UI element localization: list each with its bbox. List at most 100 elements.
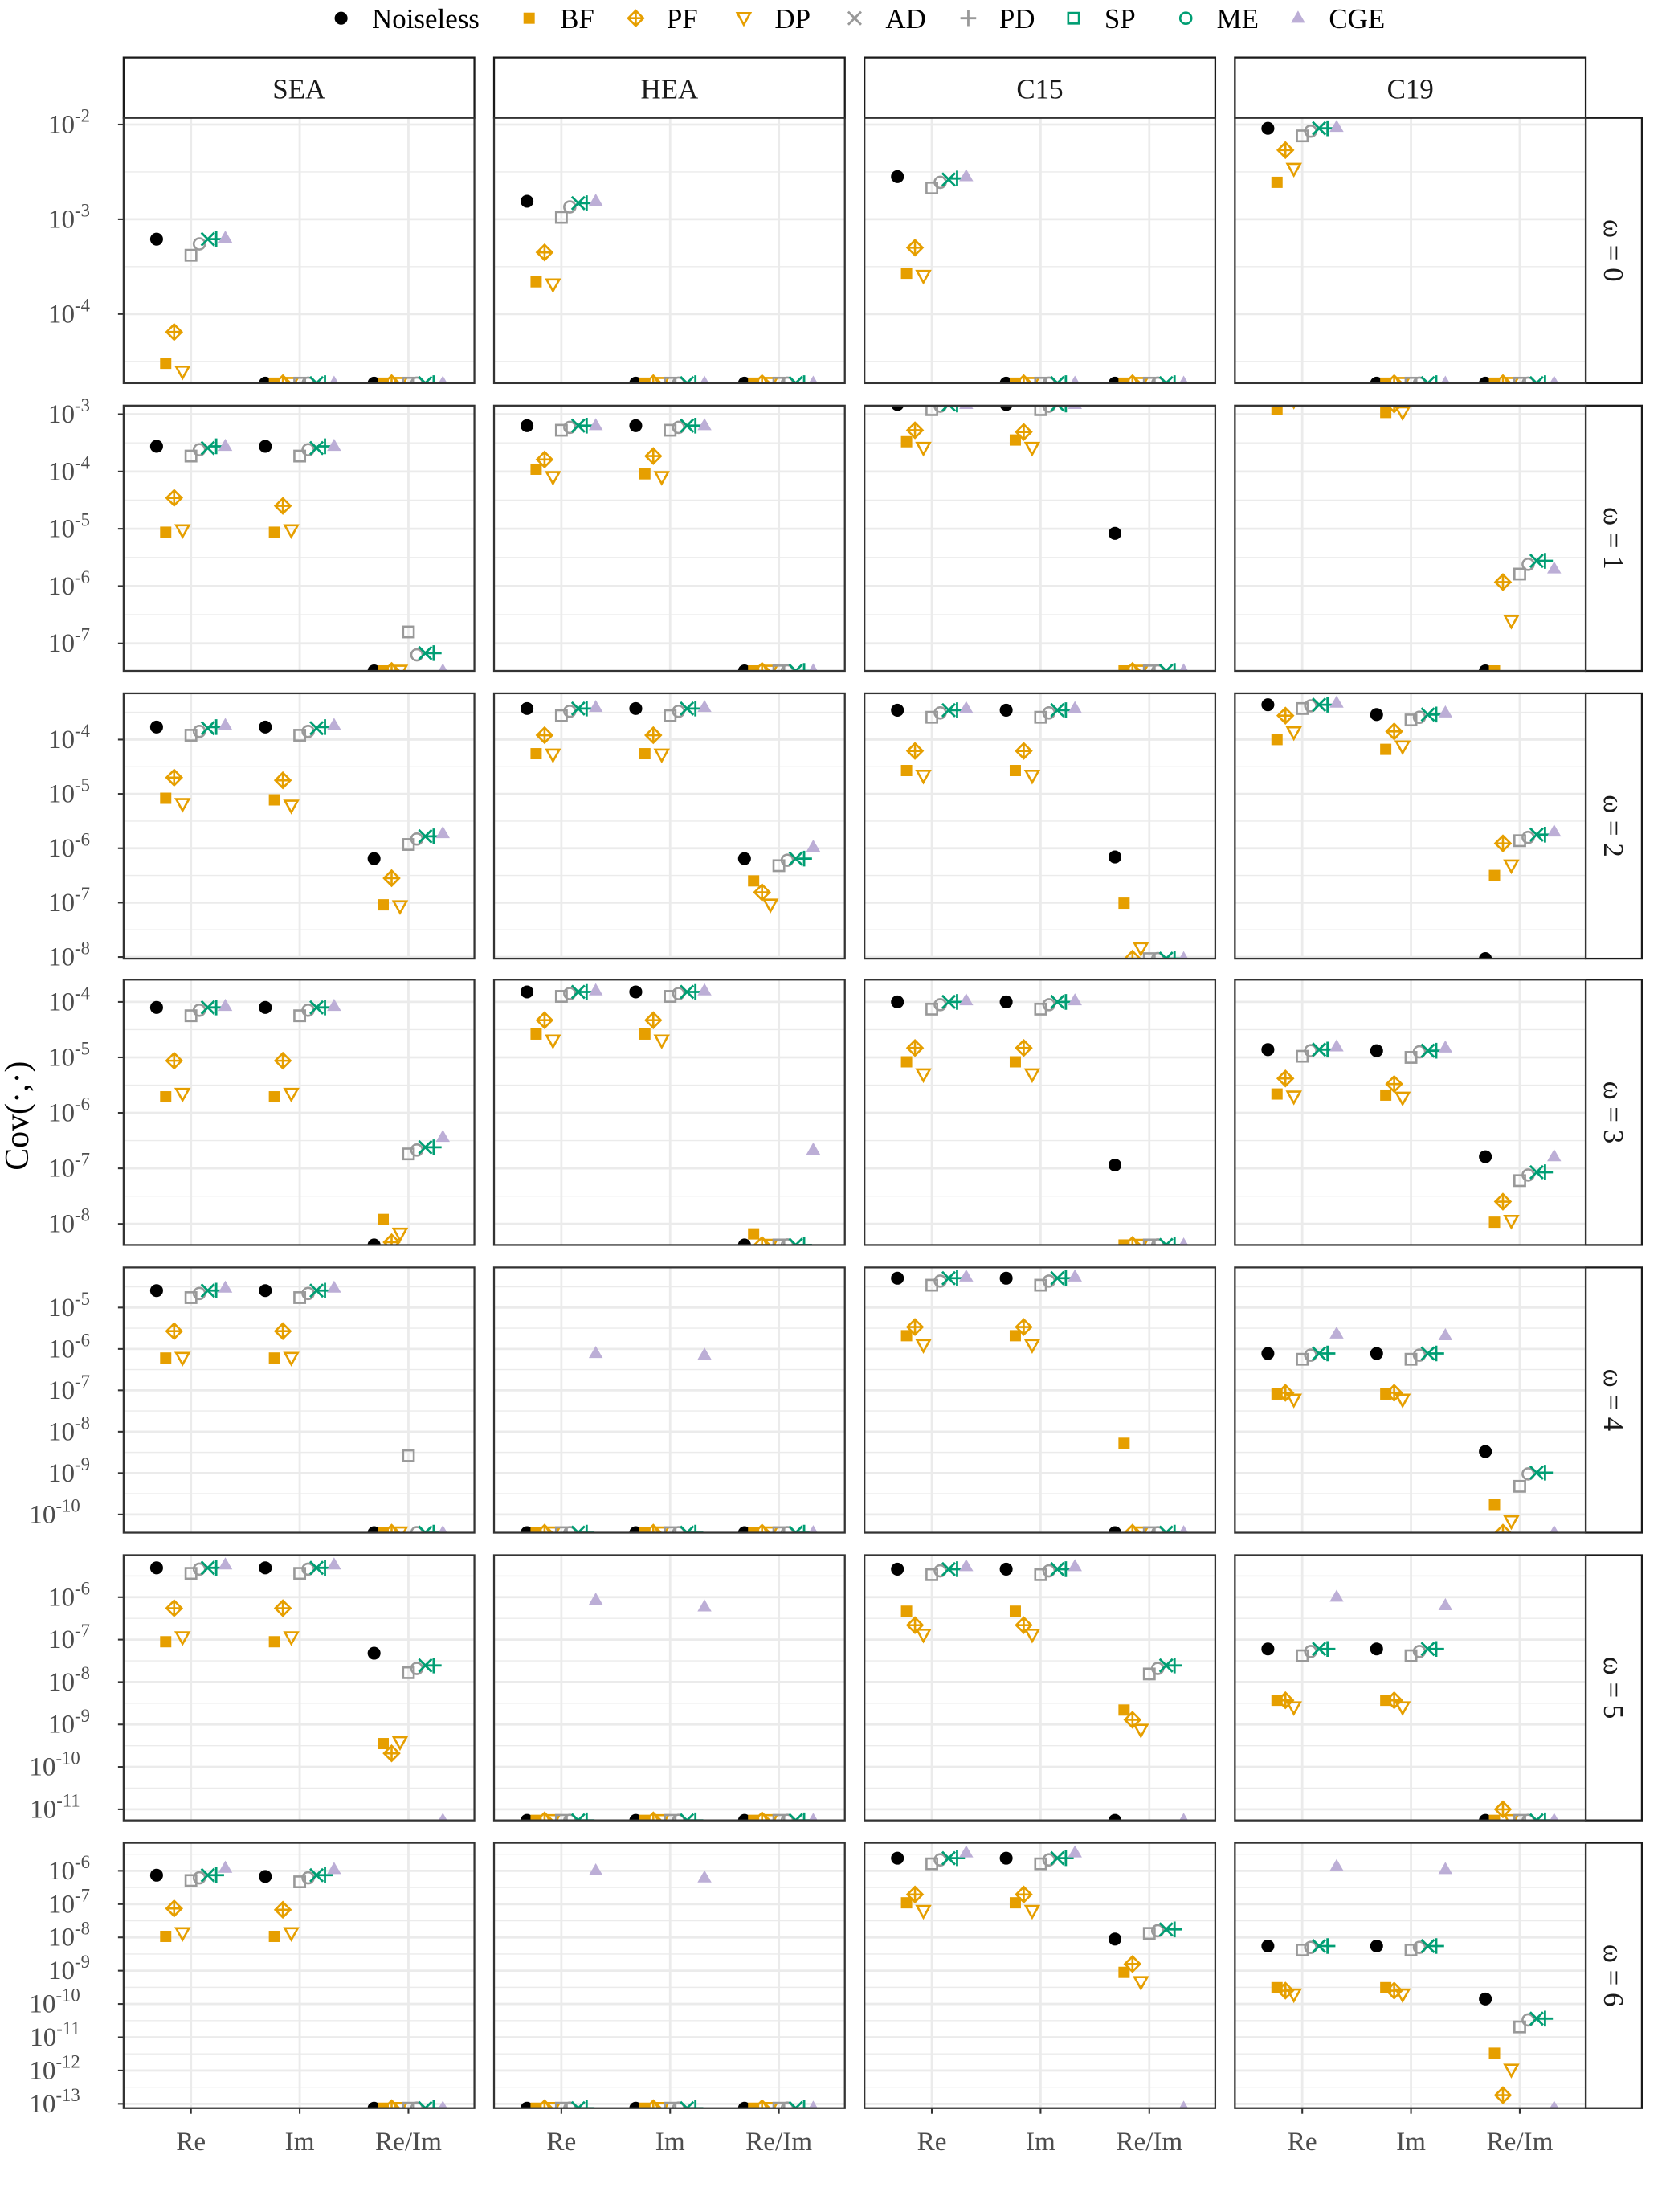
point-cge-re (218, 718, 233, 730)
point-bf-re (530, 1028, 542, 1040)
dot-mark (1108, 1526, 1122, 1533)
cross-mark (1158, 375, 1174, 383)
square-mark (1380, 407, 1392, 419)
points (891, 993, 1189, 1245)
diamond-plus-mark (165, 322, 184, 341)
point-noiseless-im (999, 1562, 1013, 1576)
cross-mark (309, 375, 325, 383)
point-cge-im (329, 375, 339, 383)
dot-mark (737, 1526, 751, 1533)
row-strip-2: ω = 2 (1584, 692, 1643, 960)
cross-mark (1312, 1346, 1327, 1361)
plus-mark (1166, 1921, 1183, 1938)
point-bf-re (160, 1930, 172, 1942)
down-triangle-mark (174, 1927, 191, 1942)
point-sp-im (309, 1000, 325, 1015)
down-triangle-mark (1285, 1393, 1302, 1409)
triangle-mark (806, 839, 821, 852)
point-sp-re-im (1158, 1658, 1174, 1673)
point-pf-im (1385, 1981, 1403, 2000)
point-cge-re (1329, 695, 1344, 708)
dot-mark (1370, 376, 1383, 383)
point-dp-re (174, 1087, 191, 1103)
point-sp-im (680, 418, 695, 433)
point-cge-re (588, 194, 603, 206)
point-bf-re-im (1488, 2047, 1501, 2059)
point-me-im (687, 1812, 704, 1821)
point-pf-re-im (1123, 661, 1142, 671)
point-cge-re (1329, 1326, 1344, 1339)
points (1261, 1589, 1559, 1821)
open-square-mark (772, 664, 786, 671)
legend-label: PF (667, 3, 698, 35)
triangle-mark (327, 1280, 341, 1293)
point-ad-re (554, 423, 568, 437)
triangle-mark (697, 983, 712, 996)
triangle-mark (697, 1870, 712, 1883)
dot-mark (367, 376, 381, 383)
y-axis-label: Cov(·,·) (0, 1061, 36, 1171)
point-bf-im (1009, 1897, 1021, 1909)
point-pf-re-im (1123, 1236, 1142, 1245)
strip-box (1584, 1266, 1643, 1534)
square-mark (748, 2102, 760, 2108)
open-square-mark (664, 423, 677, 437)
point-pf-re-im (1493, 573, 1513, 591)
open-circle-mark (672, 1813, 686, 1821)
diamond-plus-mark (1385, 1691, 1403, 1710)
point-sp-re (1312, 1346, 1327, 1361)
diamond-plus-mark (644, 447, 663, 465)
point-pf-re-im (382, 2099, 401, 2108)
point-bf-re (1271, 405, 1283, 415)
down-triangle-mark (653, 1813, 671, 1821)
point-sp-re-im (788, 1525, 803, 1533)
point-noiseless-im (1370, 1642, 1383, 1656)
y-tick-label: 10-10 (29, 1495, 80, 1529)
y-tick-label: 10-5 (48, 1038, 90, 1072)
square-mark (1118, 1966, 1130, 1978)
diamond-plus-mark (1276, 1691, 1295, 1710)
point-ad-re-im (1513, 376, 1526, 383)
open-square-mark (1513, 2020, 1526, 2034)
point-noiseless-re-im (367, 1526, 381, 1533)
triangle-mark (1179, 2100, 1189, 2108)
dot-mark (1370, 1347, 1383, 1360)
cross-mark (418, 1525, 433, 1533)
triangle-mark (1550, 1525, 1559, 1533)
square-mark (1009, 377, 1021, 383)
triangle-mark (1329, 1589, 1344, 1602)
point-me-re-im (1537, 553, 1554, 569)
point-noiseless-re-im (1108, 850, 1122, 864)
point-sp-im (680, 984, 695, 1000)
point-sp-re (570, 1525, 586, 1533)
square-mark (268, 1091, 280, 1103)
y-tick-label: 10-7 (48, 1621, 90, 1654)
point-dp-im (283, 1087, 300, 1103)
point-me-re-im (1537, 2010, 1554, 2027)
point-cge-re (1329, 120, 1344, 133)
diamond-plus-mark (905, 1318, 925, 1336)
plus-mark (960, 10, 977, 27)
diamond-plus-mark (753, 1811, 771, 1821)
triangle-mark (218, 231, 233, 243)
point-bf-re-im (378, 1527, 390, 1533)
open-circle-mark (1412, 376, 1427, 383)
square-mark (1009, 1897, 1021, 1909)
cross-mark (200, 1000, 215, 1015)
point-pf-re-im (1123, 949, 1142, 959)
dot-mark (149, 720, 163, 734)
point-noiseless-im (629, 1813, 643, 1821)
diamond-plus-mark (1123, 1236, 1142, 1245)
point-sp-re (200, 1000, 215, 1015)
down-triangle-mark (1285, 162, 1302, 178)
square-mark (1488, 1499, 1501, 1511)
point-noiseless-im (629, 701, 643, 715)
point-cge-re-im (1550, 375, 1559, 383)
triangle-mark (808, 2100, 818, 2108)
point-cge-im (1438, 1862, 1453, 1875)
point-pd-re-im (410, 2101, 424, 2108)
point-bf-im (1380, 407, 1392, 419)
point-pf-re (905, 238, 925, 257)
point-pf-re (535, 2099, 554, 2108)
open-circle-mark (672, 1526, 686, 1533)
